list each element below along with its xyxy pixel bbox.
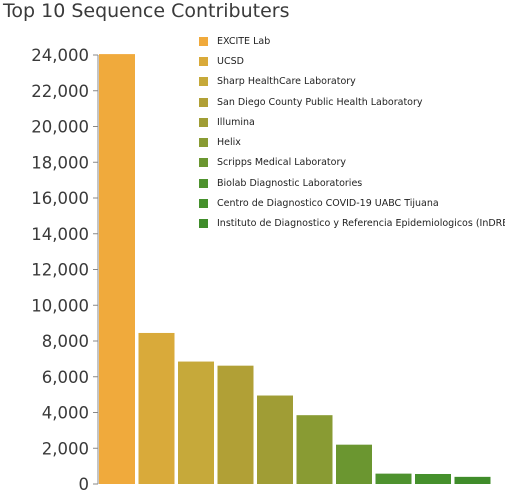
legend-item[interactable]: UCSD bbox=[199, 51, 505, 71]
bar-10[interactable] bbox=[454, 476, 491, 484]
bar-2[interactable] bbox=[138, 332, 175, 484]
bar-5[interactable] bbox=[257, 395, 293, 484]
legend-swatch bbox=[199, 138, 208, 148]
legend-label: Sharp HealthCare Laboratory bbox=[217, 76, 356, 88]
legend-swatch bbox=[199, 219, 208, 229]
y-axis: 0 2,000 4,000 6,000 8,000 10,000 12,000 14,000 1… bbox=[31, 46, 99, 494]
y-tick-label: 2,000 bbox=[42, 439, 89, 458]
bars bbox=[99, 54, 491, 484]
y-tick-label: 12,000 bbox=[31, 261, 89, 280]
bar-7[interactable] bbox=[336, 444, 372, 484]
bar-6[interactable] bbox=[296, 415, 333, 484]
legend-swatch bbox=[199, 97, 208, 107]
y-tick-label: 24,000 bbox=[31, 46, 89, 65]
legend-item[interactable]: Biolab Diagnostic Laboratories bbox=[199, 173, 505, 193]
chart-legend: EXCITE Lab UCSD Sharp HealthCare Laborator… bbox=[199, 31, 505, 234]
bar-9[interactable] bbox=[415, 473, 451, 484]
chart-title: Top 10 Sequence Contributers bbox=[3, 0, 290, 22]
y-tick-label: 18,000 bbox=[31, 153, 89, 172]
bar-4[interactable] bbox=[217, 365, 254, 484]
legend-label: Helix bbox=[217, 137, 241, 149]
legend-swatch bbox=[199, 199, 208, 209]
legend-item[interactable]: EXCITE Lab bbox=[199, 31, 505, 51]
legend-item[interactable]: Centro de Diagnostico COVID-19 UABC Tiju… bbox=[199, 193, 505, 213]
y-tick-label: 0 bbox=[79, 475, 90, 494]
legend-item[interactable]: Sharp HealthCare Laboratory bbox=[199, 72, 505, 92]
legend-label: Centro de Diagnostico COVID-19 UABC Tiju… bbox=[217, 198, 439, 210]
bar-8[interactable] bbox=[375, 473, 412, 484]
legend-item[interactable]: San Diego County Public Health Laborator… bbox=[199, 92, 505, 112]
legend-swatch bbox=[199, 178, 208, 188]
y-tick-label: 22,000 bbox=[31, 82, 89, 101]
bar-3[interactable] bbox=[178, 361, 214, 484]
legend-item[interactable]: Scripps Medical Laboratory bbox=[199, 153, 505, 173]
legend-item[interactable]: Illumina bbox=[199, 112, 505, 132]
legend-label: San Diego County Public Health Laborator… bbox=[217, 96, 423, 108]
y-tick-label: 10,000 bbox=[31, 296, 89, 315]
legend-label: Scripps Medical Laboratory bbox=[217, 157, 346, 169]
y-tick-label: 6,000 bbox=[42, 368, 89, 387]
y-tick-label: 8,000 bbox=[42, 332, 89, 351]
legend-swatch bbox=[199, 56, 208, 66]
legend-swatch bbox=[199, 77, 208, 87]
y-tick-label: 20,000 bbox=[31, 118, 89, 137]
legend-swatch bbox=[199, 117, 208, 127]
legend-label: UCSD bbox=[217, 55, 244, 67]
legend-swatch bbox=[199, 158, 208, 168]
bar-1[interactable] bbox=[99, 54, 135, 484]
y-tick-label: 16,000 bbox=[31, 189, 89, 208]
legend-label: EXCITE Lab bbox=[217, 35, 271, 47]
legend-label: Instituto de Diagnostico y Referencia Ep… bbox=[217, 218, 505, 230]
legend-item[interactable]: Instituto de Diagnostico y Referencia Ep… bbox=[199, 214, 505, 234]
y-tick-label: 4,000 bbox=[42, 404, 89, 423]
legend-label: Biolab Diagnostic Laboratories bbox=[217, 177, 363, 189]
y-tick-label: 14,000 bbox=[31, 225, 89, 244]
legend-item[interactable]: Helix bbox=[199, 132, 505, 152]
legend-label: Illumina bbox=[217, 116, 255, 128]
legend-swatch bbox=[199, 36, 208, 46]
